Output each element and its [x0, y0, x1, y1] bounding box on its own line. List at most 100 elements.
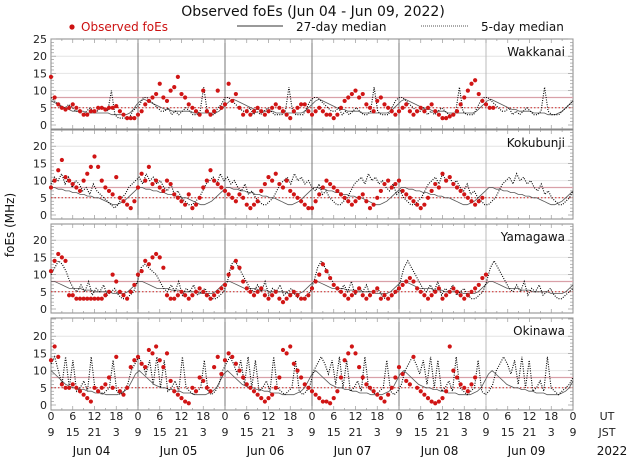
observed-point — [436, 112, 441, 117]
x-tick-jst: 3 — [374, 426, 381, 439]
observed-point — [201, 289, 206, 294]
observed-point — [168, 378, 173, 384]
observed-point — [407, 275, 412, 281]
observed-point — [128, 289, 133, 294]
observed-point — [164, 351, 170, 356]
observed-point — [288, 116, 293, 121]
series-5day-median — [50, 259, 574, 300]
observed-point — [135, 112, 141, 117]
observed-point — [480, 275, 485, 281]
observed-point — [248, 385, 253, 390]
observed-point — [483, 272, 489, 277]
x-tick-ut: 12 — [262, 410, 276, 423]
observed-point — [454, 289, 460, 294]
observed-point — [346, 296, 351, 301]
y-tick-label: 10 — [33, 365, 47, 378]
observed-point — [59, 255, 64, 260]
observed-point — [154, 251, 159, 257]
x-tick-jst: 3 — [113, 426, 120, 439]
observed-point — [469, 81, 474, 86]
observed-point — [266, 109, 271, 114]
x-tick-jst: 9 — [309, 426, 316, 439]
observed-point — [418, 389, 423, 394]
observed-point — [346, 95, 351, 100]
observed-point — [444, 389, 449, 394]
observed-point — [415, 109, 420, 114]
observed-point — [270, 293, 275, 298]
observed-point — [320, 399, 325, 404]
observed-point — [212, 109, 217, 114]
observed-point — [357, 286, 362, 291]
observed-point — [230, 354, 235, 359]
observed-point — [175, 293, 180, 298]
observed-point — [291, 109, 296, 114]
observed-point — [121, 293, 126, 298]
observed-point — [338, 192, 344, 197]
observed-point — [436, 399, 441, 404]
observed-point — [146, 347, 151, 353]
observed-point — [458, 382, 463, 387]
observed-point — [328, 275, 333, 281]
observed-point — [208, 389, 213, 394]
observed-point — [125, 116, 130, 121]
observed-point — [233, 361, 238, 366]
observed-point — [465, 88, 470, 93]
observed-point — [328, 401, 333, 406]
observed-point — [143, 365, 148, 370]
observed-point — [411, 112, 416, 117]
observed-point — [306, 293, 311, 298]
observed-point — [371, 109, 376, 114]
observed-point — [349, 91, 354, 97]
observed-point — [190, 293, 195, 298]
observed-point — [396, 365, 402, 370]
y-axis-label: foEs (MHz) — [3, 193, 17, 257]
legend-observed-label: Observed foEs — [81, 20, 168, 34]
observed-point — [458, 188, 463, 194]
y-tick-label: 25 — [33, 33, 47, 46]
observed-point — [317, 192, 322, 197]
observed-point — [139, 269, 144, 274]
x-tick-ut: 6 — [69, 410, 76, 423]
observed-point — [389, 109, 394, 114]
observed-point — [360, 91, 365, 97]
observed-point — [135, 354, 141, 359]
x-tick-ut: 12 — [88, 410, 102, 423]
observed-point — [128, 365, 133, 370]
observed-point — [415, 286, 420, 291]
observed-point — [248, 289, 253, 294]
observed-point — [204, 178, 209, 183]
observed-point — [367, 385, 373, 390]
observed-point — [237, 368, 242, 373]
observed-point — [183, 399, 188, 404]
observed-point — [96, 296, 101, 301]
observed-point — [233, 258, 238, 263]
y-tick-label: 15 — [33, 347, 47, 360]
observed-point — [462, 296, 467, 301]
day-label: Jun 04 — [72, 444, 111, 457]
observed-point — [117, 109, 122, 114]
x-tick-jst: 15 — [414, 426, 428, 439]
jst-label: JST — [598, 426, 616, 439]
observed-point — [143, 258, 148, 263]
observed-point — [313, 392, 318, 397]
observed-point — [183, 202, 188, 207]
observed-point — [284, 296, 289, 301]
observed-point — [154, 91, 159, 97]
observed-point — [204, 109, 209, 114]
observed-point — [324, 399, 329, 404]
observed-point — [338, 105, 344, 110]
observed-point — [338, 375, 344, 380]
observed-point — [219, 371, 224, 377]
observed-point — [444, 293, 449, 298]
y-tick-label: 15 — [33, 67, 47, 80]
observed-point — [150, 95, 155, 100]
observed-point — [143, 102, 148, 107]
observed-point — [125, 296, 130, 301]
x-tick-ut: 6 — [330, 410, 337, 423]
observed-point — [302, 296, 307, 301]
observed-point — [244, 109, 249, 114]
observed-point — [215, 181, 220, 187]
observed-point — [172, 296, 177, 301]
observed-point — [284, 112, 289, 117]
observed-point — [277, 181, 282, 187]
